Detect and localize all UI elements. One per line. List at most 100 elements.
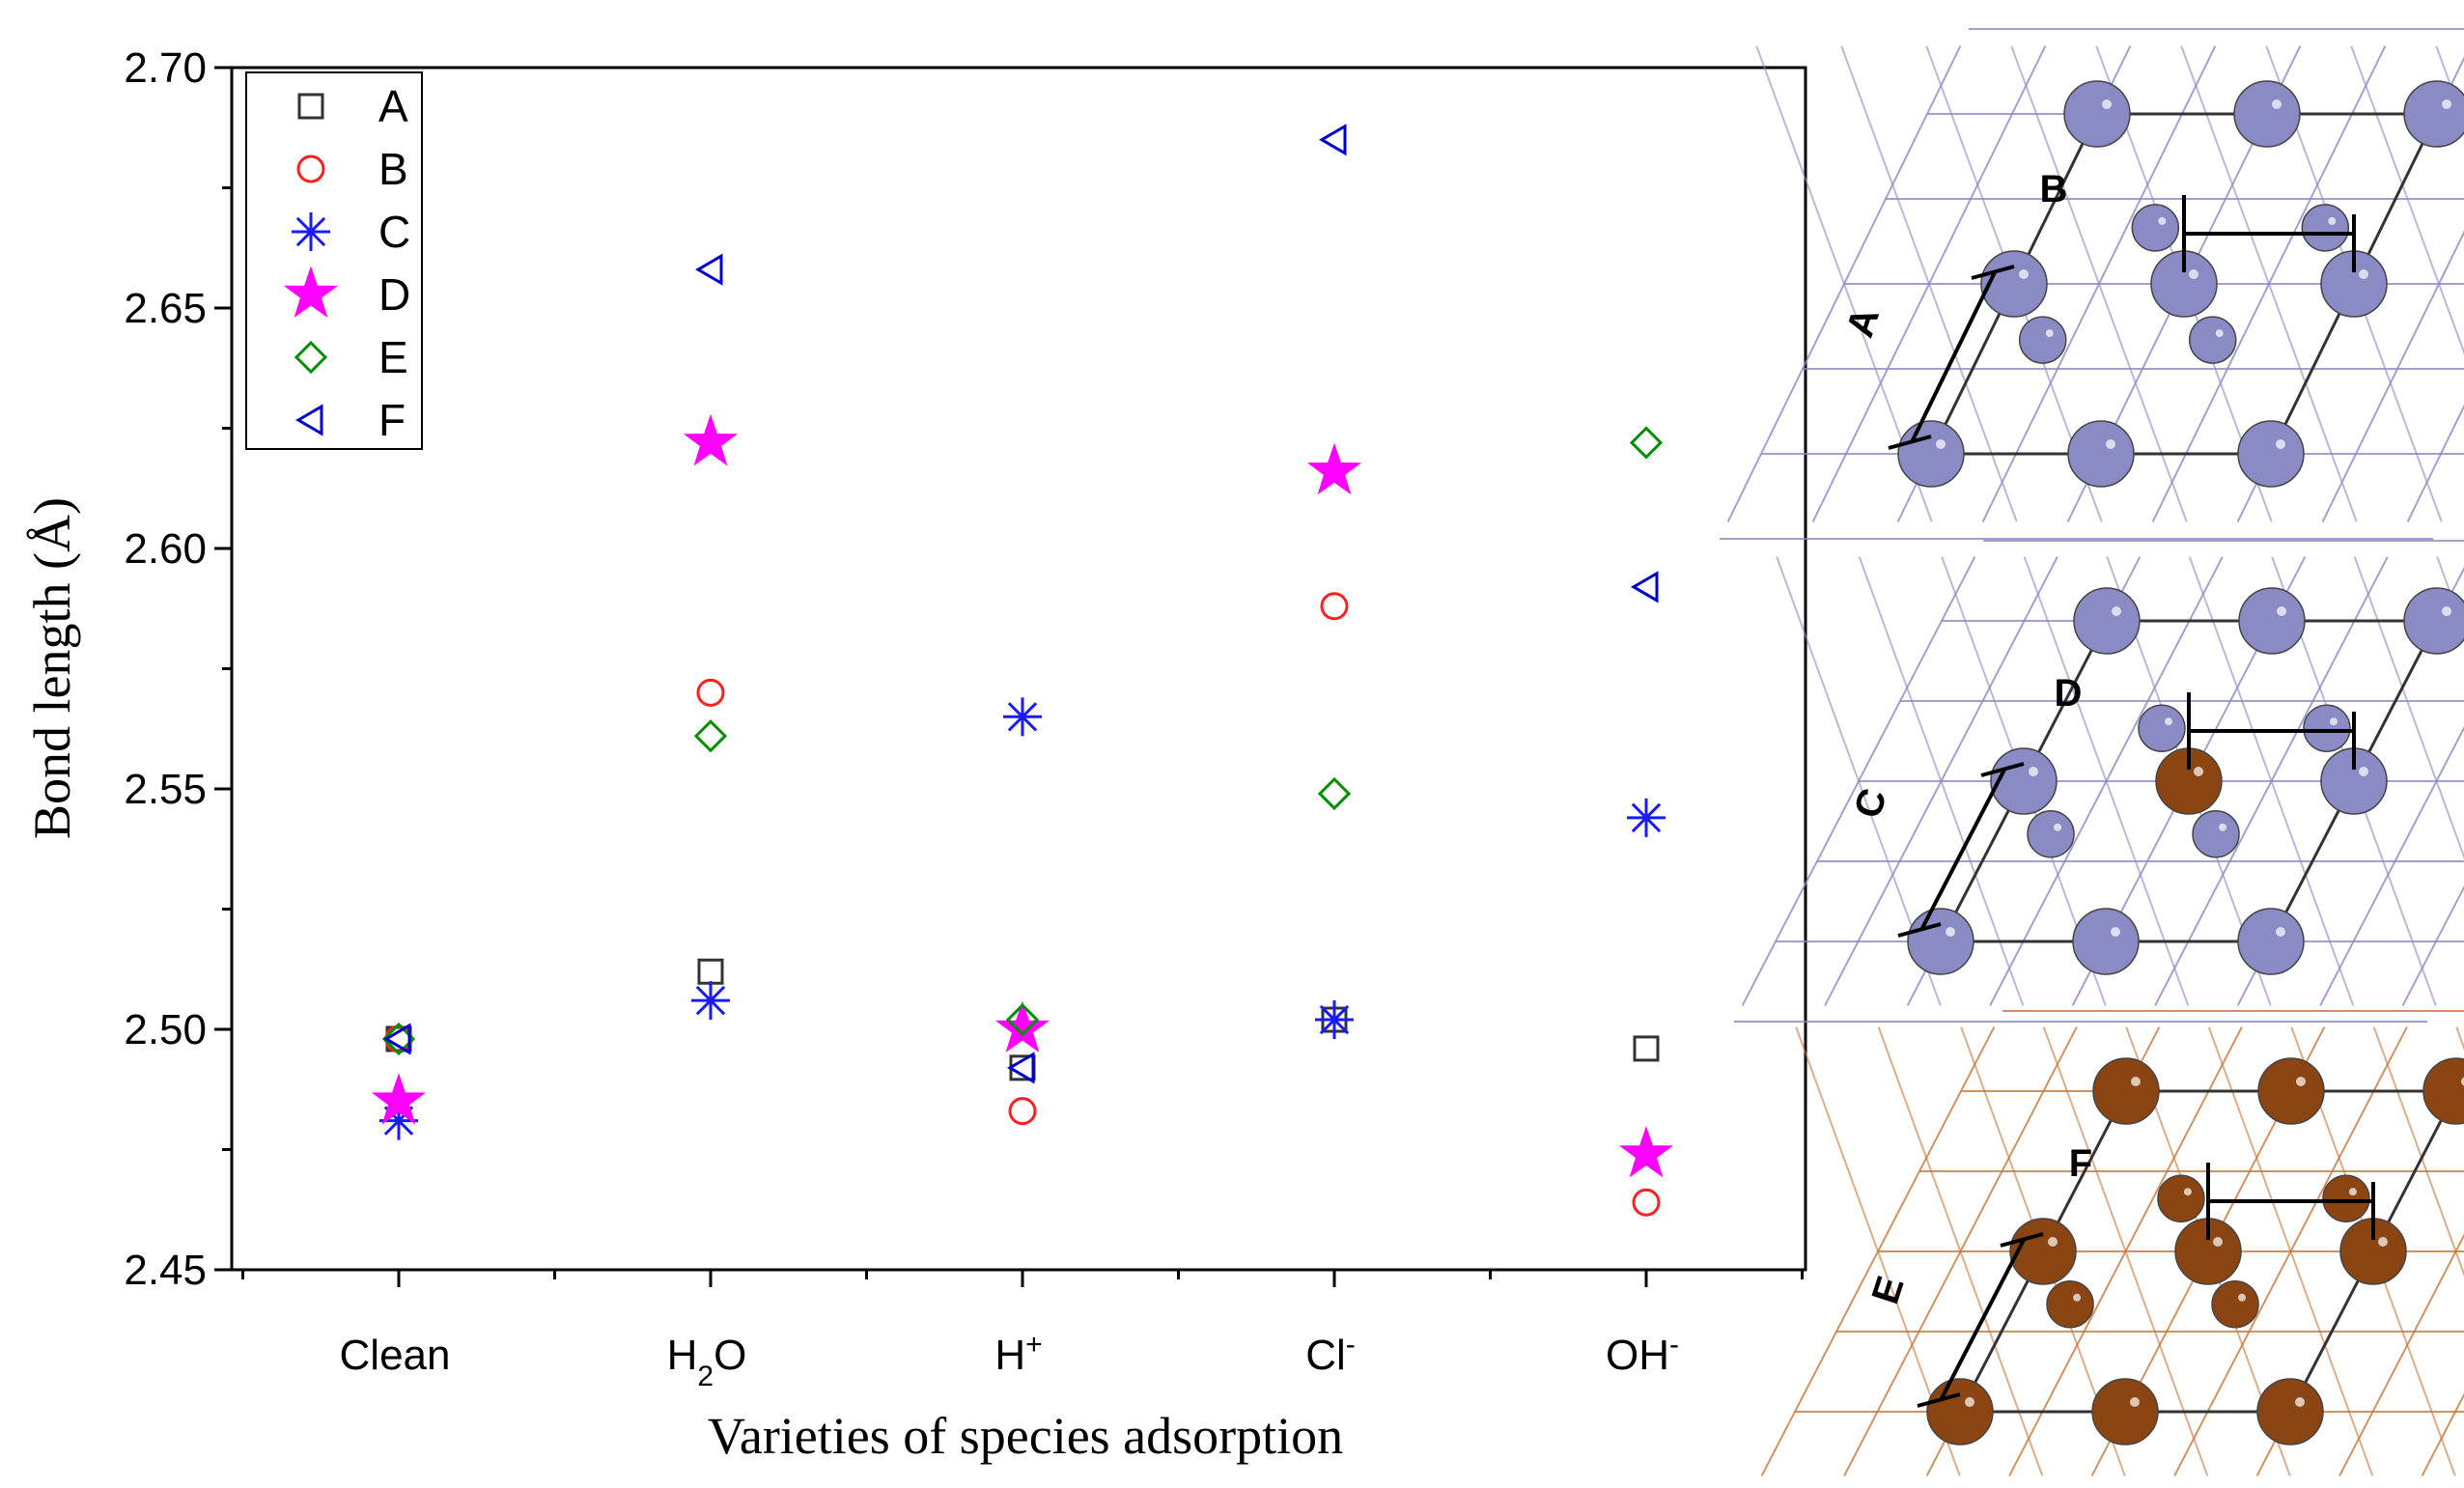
atom-small <box>2188 316 2237 364</box>
legend-label-F: F <box>378 395 406 445</box>
point-A-1 <box>697 958 724 985</box>
atom-small <box>2027 810 2075 858</box>
panel-label: F <box>2069 1142 2092 1185</box>
atom-large <box>1926 1378 1994 1446</box>
point-B-3 <box>1320 592 1349 621</box>
point-C-1 <box>691 981 730 1021</box>
x-tick-label-sup: + <box>1025 1329 1043 1361</box>
atom-large <box>1897 420 1965 488</box>
point-A-4 <box>1633 1035 1660 1062</box>
atom-small <box>2046 1280 2094 1329</box>
x-tick-label-tail: O <box>714 1332 746 1379</box>
atom-large <box>2403 587 2464 655</box>
y-axis: 2.45 2.50 2.55 2.60 2.65 2.70 <box>124 44 232 1294</box>
atom-large <box>1907 908 1974 975</box>
panel-label: E <box>1864 1271 1913 1308</box>
point-E-3 <box>1317 776 1352 811</box>
structure-panel-top: AB <box>1720 28 2464 540</box>
y-tick-label: 2.45 <box>124 1247 207 1294</box>
atom-large <box>2237 420 2305 488</box>
point-C-4 <box>1627 798 1666 837</box>
panel-label: D <box>2055 672 2083 715</box>
panel-label: C <box>1846 783 1895 823</box>
x-tick-label: Clean <box>340 1332 451 1379</box>
x-tick-label-main: H <box>667 1332 698 1379</box>
x-tick-label: H+ <box>994 1329 1042 1380</box>
legend-marker-C <box>292 212 330 251</box>
bond-arrows <box>1917 1163 2375 1408</box>
atom-large <box>2009 1218 2077 1285</box>
structure-panel-bottom: EF <box>1760 1010 2464 1476</box>
x-tick-label-main: Cl <box>1305 1332 1346 1379</box>
atom-small <box>2157 1174 2205 1222</box>
y-tick-label: 2.65 <box>124 285 207 332</box>
legend-label-B: B <box>378 144 408 194</box>
atom-large <box>2237 908 2305 975</box>
legend-marker-E <box>294 340 328 375</box>
y-tick-label: 2.50 <box>124 1006 207 1053</box>
atom-large <box>2063 80 2131 148</box>
x-tick-label-sup: - <box>1669 1329 1679 1361</box>
x-tick-label-main: OH <box>1606 1332 1669 1379</box>
x-tick-label: OH- <box>1606 1329 1679 1380</box>
atom-large <box>2073 587 2141 655</box>
atom-large <box>2256 1378 2324 1446</box>
point-F-2 <box>1007 1052 1035 1084</box>
bond-arrows <box>1897 692 2356 938</box>
point-D-0 <box>371 1073 427 1125</box>
atom-small <box>2303 704 2351 752</box>
atom-large <box>2092 1057 2160 1125</box>
x-tick-label-sup: - <box>1346 1329 1356 1361</box>
panel-label: B <box>2040 168 2068 211</box>
atom-large <box>2403 80 2464 148</box>
atom-large <box>1980 250 2048 318</box>
point-D-4 <box>1618 1125 1674 1178</box>
y-tick-label: 2.55 <box>124 766 207 813</box>
atom-small <box>2138 704 2186 752</box>
x-tick-label: Cl- <box>1305 1329 1356 1380</box>
atom-small <box>2131 204 2180 252</box>
x-tick-label-main: Clean <box>340 1332 451 1379</box>
point-F-1 <box>695 253 723 286</box>
x-axis: Clean H2O H+ Cl- OH- <box>241 1270 1804 1392</box>
point-F-0 <box>383 1023 411 1055</box>
legend-marker-A <box>297 93 324 120</box>
legend-label-D: D <box>378 269 410 320</box>
atom-large <box>2257 1057 2325 1125</box>
legend-marker-B <box>296 154 325 183</box>
y-tick-label: 2.60 <box>124 525 207 573</box>
y-axis-title: Bond length (Å) <box>23 497 81 839</box>
legend-box <box>245 71 423 450</box>
atom-large <box>2422 1057 2464 1125</box>
atom-small <box>2018 316 2067 364</box>
x-tick-label-main: H <box>994 1332 1025 1379</box>
point-B-1 <box>696 678 725 707</box>
atom-large <box>1990 747 2058 815</box>
atom-large <box>2091 1378 2159 1446</box>
atom-small <box>2322 1174 2370 1222</box>
atom-large <box>2238 587 2306 655</box>
point-D-2 <box>994 1000 1050 1053</box>
point-F-3 <box>1319 124 1347 156</box>
legend-marker-D <box>283 266 339 318</box>
point-C-3 <box>1315 1000 1354 1040</box>
x-axis-title: Varieties of species adsorption <box>708 1407 1343 1465</box>
point-D-1 <box>683 413 739 466</box>
atoms <box>1926 1057 2464 1446</box>
point-B-4 <box>1632 1188 1661 1217</box>
atom-large <box>2233 80 2301 148</box>
point-E-4 <box>1629 426 1664 460</box>
bond-length-chart: 2.452.502.552.602.652.70 Clean H2O H+ Cl- OH… <box>23 44 1807 1465</box>
data-points <box>371 124 1674 1217</box>
atom-large <box>2072 908 2140 975</box>
point-D-3 <box>1306 442 1362 495</box>
x-tick-label-sub: 2 <box>697 1361 714 1392</box>
legend-marker-F <box>295 404 323 436</box>
structure-panel-middle: CD <box>1734 540 2464 1023</box>
point-C-2 <box>1003 697 1042 737</box>
point-B-2 <box>1008 1097 1037 1126</box>
point-F-4 <box>1631 571 1659 604</box>
